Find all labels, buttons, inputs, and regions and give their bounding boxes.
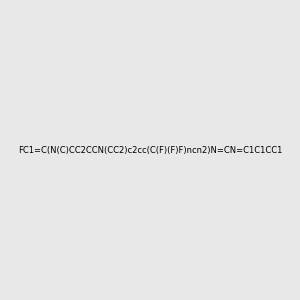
Text: FC1=C(N(C)CC2CCN(CC2)c2cc(C(F)(F)F)ncn2)N=CN=C1C1CC1: FC1=C(N(C)CC2CCN(CC2)c2cc(C(F)(F)F)ncn2)… [18, 146, 282, 154]
